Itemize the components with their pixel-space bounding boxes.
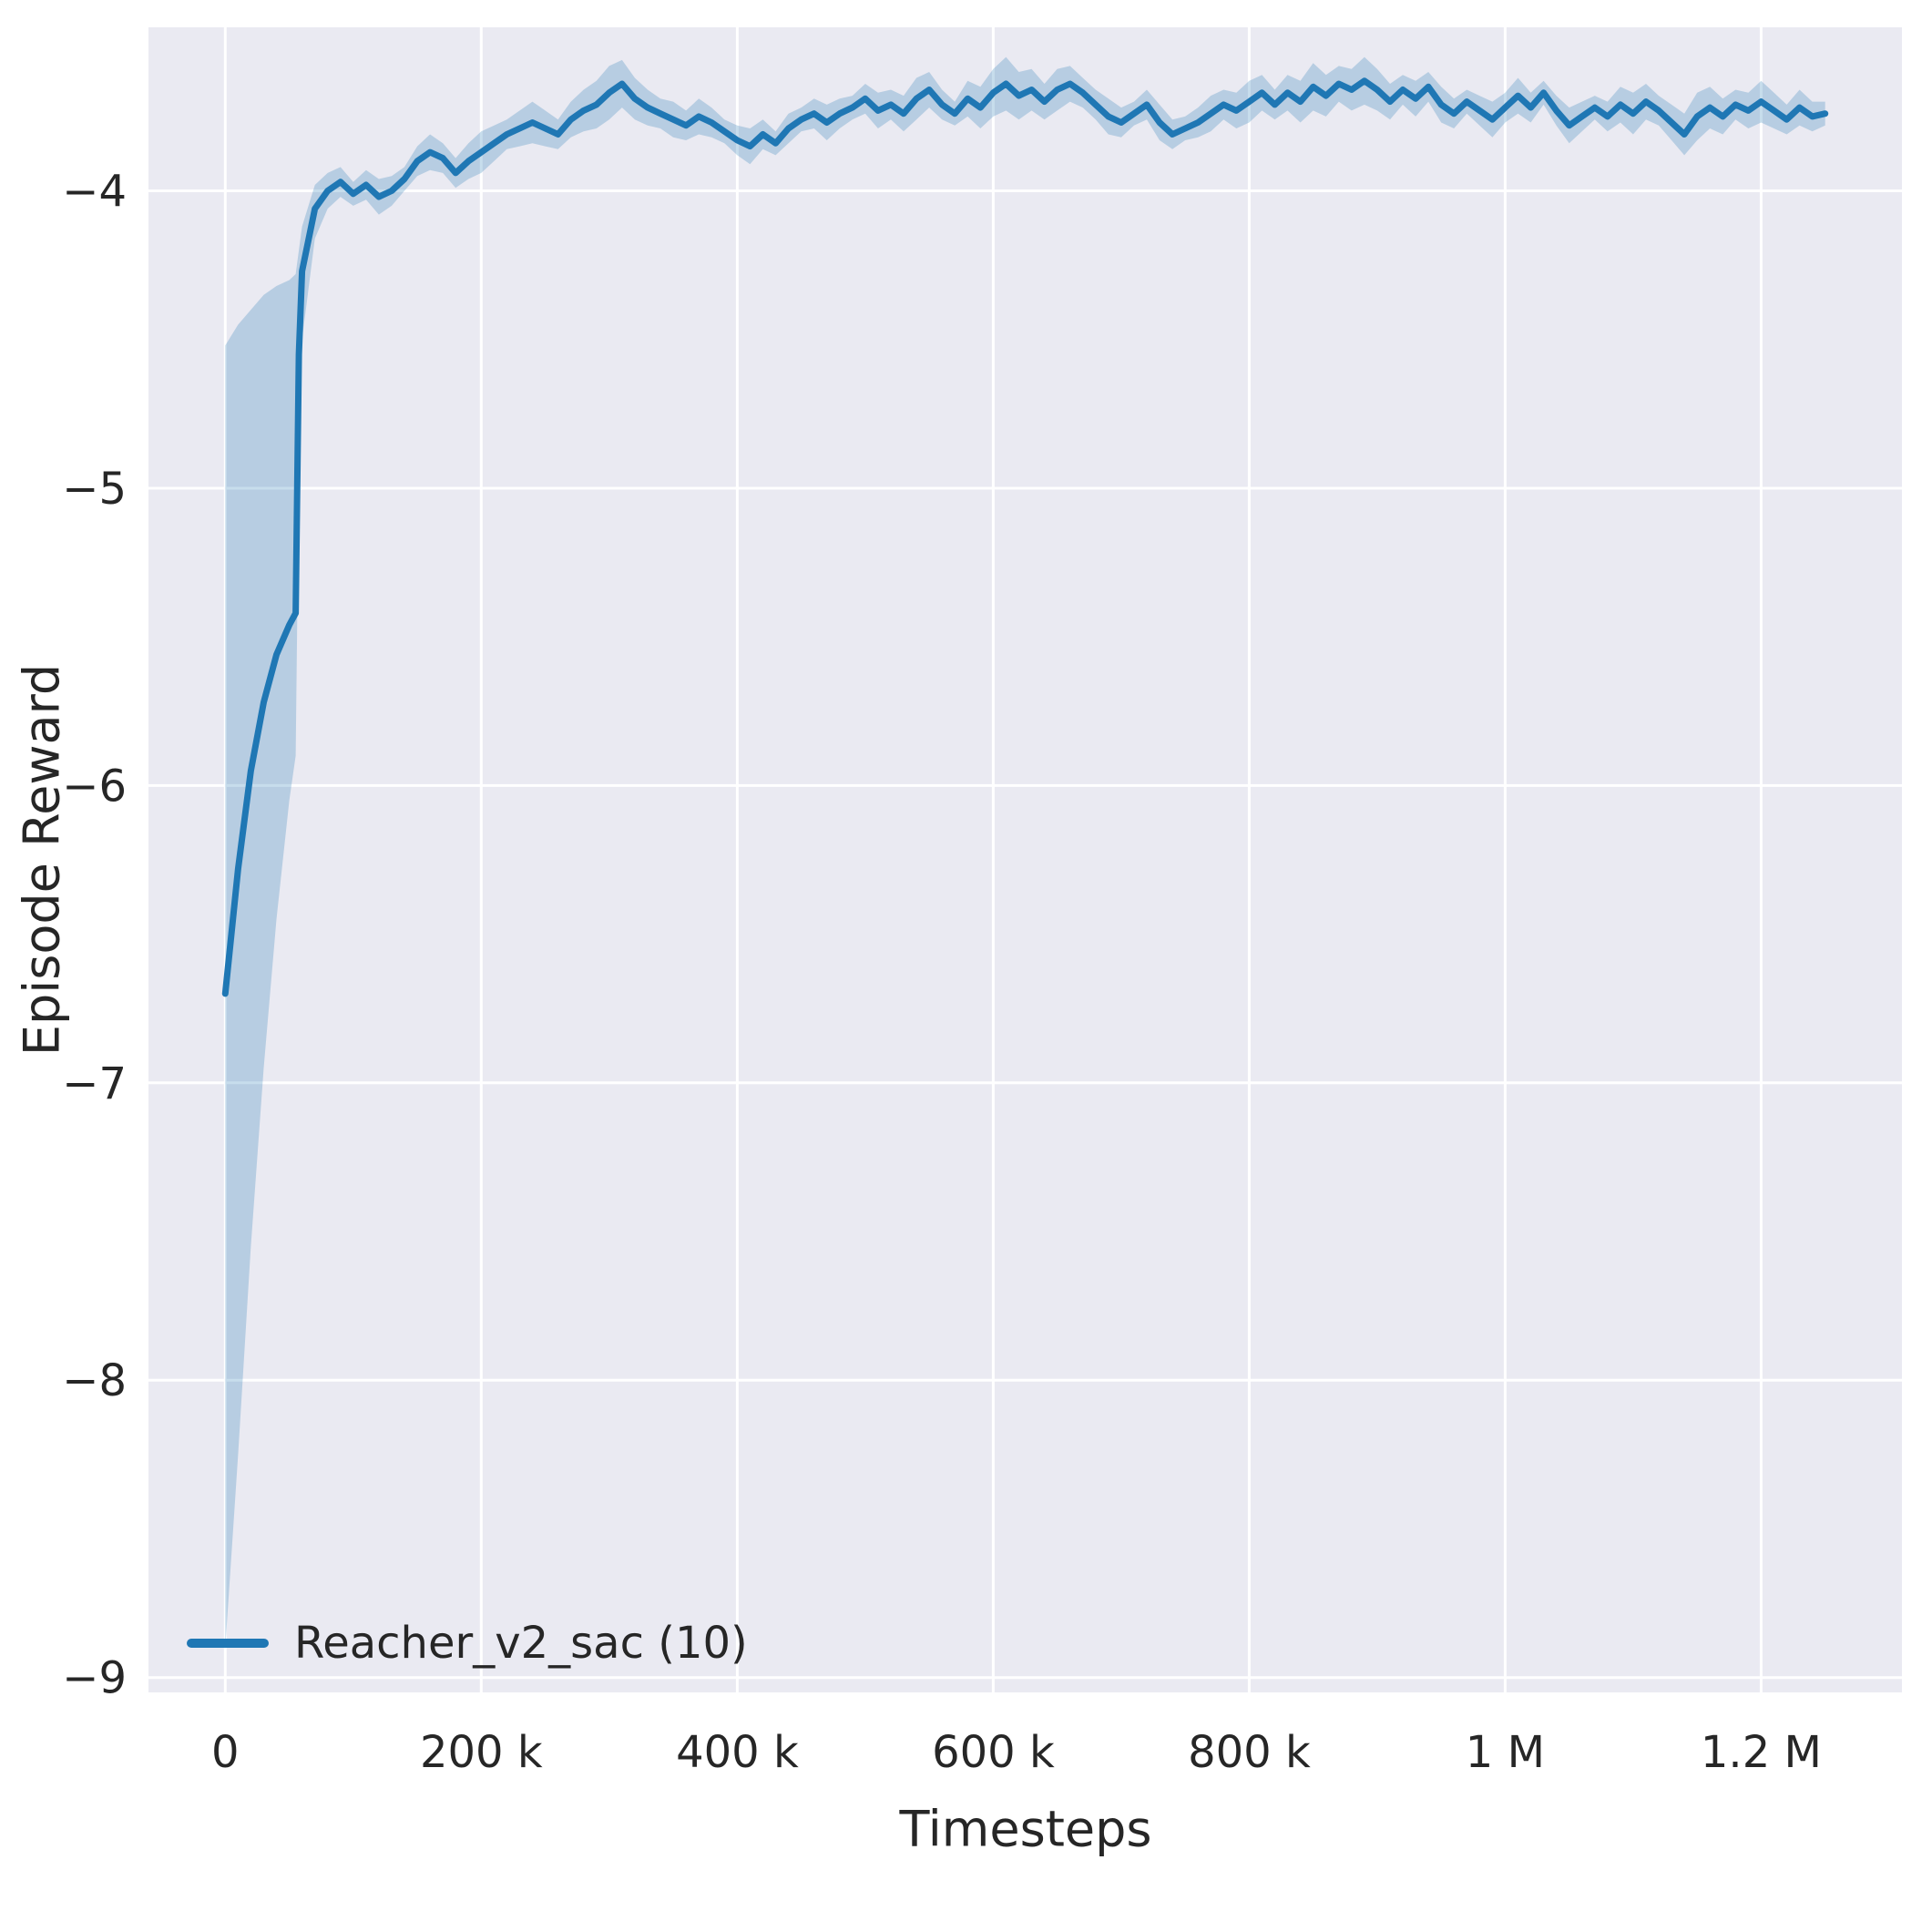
- y-tick-label: −4: [62, 167, 127, 218]
- y-axis-label: Episode Reward: [13, 663, 71, 1057]
- y-tick-label: −5: [62, 464, 127, 515]
- x-tick-label: 0: [211, 1727, 240, 1778]
- legend-line-sample: [187, 1639, 269, 1648]
- y-tick-label: −9: [62, 1653, 127, 1704]
- y-tick-label: −7: [62, 1058, 127, 1109]
- x-axis-label: Timesteps: [899, 1800, 1152, 1858]
- reward-line: [221, 77, 1829, 997]
- legend-label: Reacher_v2_sac (10): [294, 1618, 748, 1669]
- plot-area: [148, 27, 1902, 1692]
- y-tick-label: −8: [62, 1355, 127, 1406]
- y-tick-label: −6: [62, 761, 127, 812]
- legend: Reacher_v2_sac (10): [187, 1618, 748, 1669]
- x-tick-label: 600 k: [932, 1727, 1055, 1778]
- x-tick-label: 800 k: [1188, 1727, 1311, 1778]
- x-tick-label: 1.2 M: [1701, 1727, 1822, 1778]
- x-tick-label: 200 k: [420, 1727, 543, 1778]
- x-tick-label: 400 k: [676, 1727, 799, 1778]
- x-tick-label: 1 M: [1466, 1727, 1545, 1778]
